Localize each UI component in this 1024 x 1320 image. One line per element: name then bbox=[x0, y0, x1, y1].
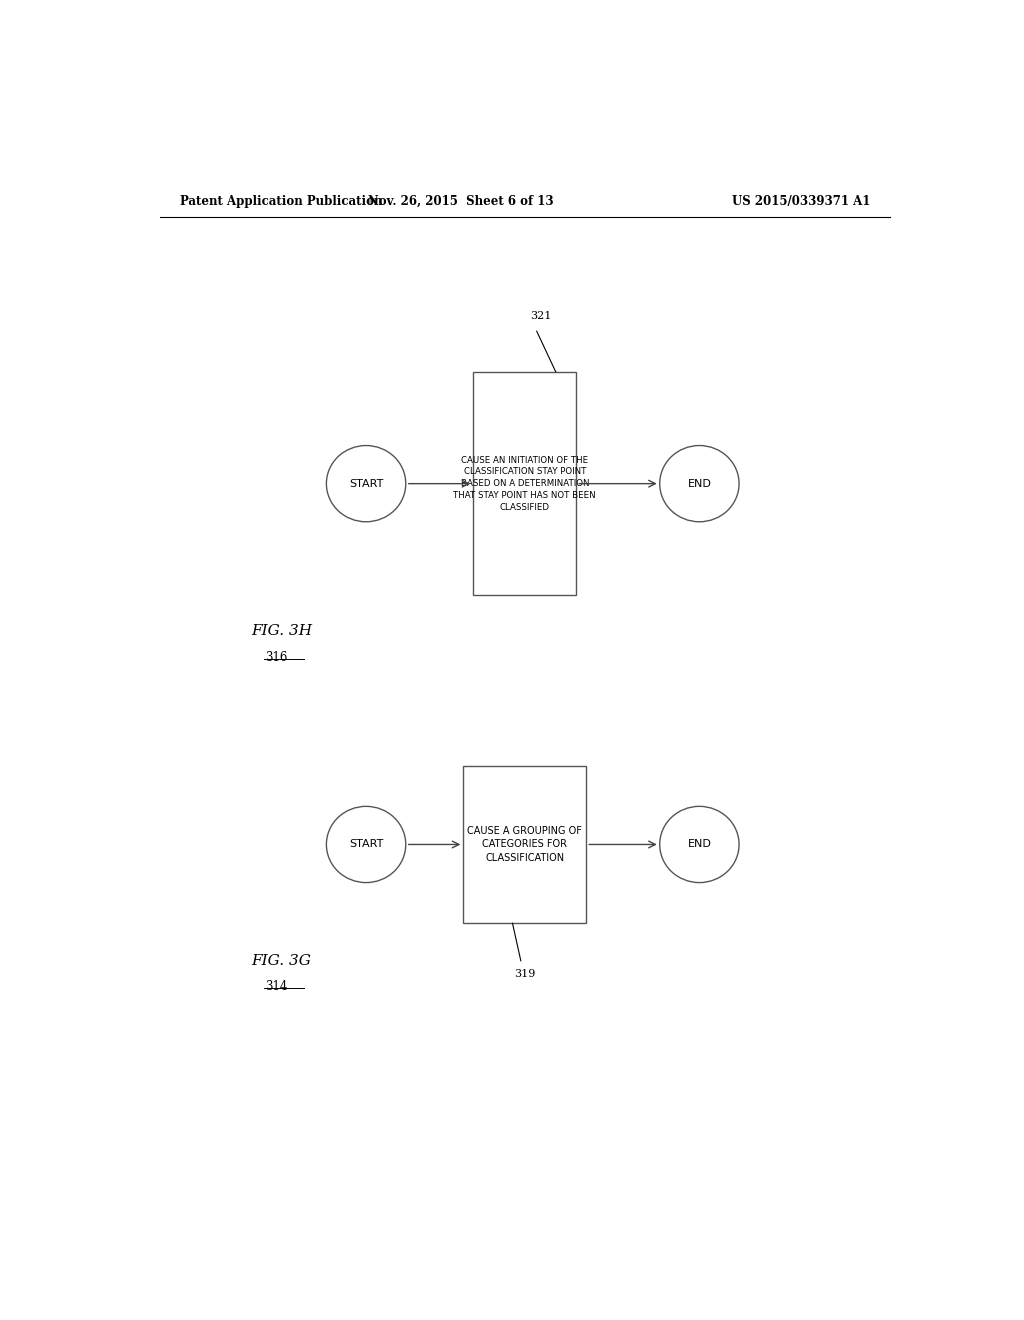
Text: Nov. 26, 2015  Sheet 6 of 13: Nov. 26, 2015 Sheet 6 of 13 bbox=[369, 194, 554, 207]
Text: US 2015/0339371 A1: US 2015/0339371 A1 bbox=[731, 194, 870, 207]
Text: 316: 316 bbox=[265, 651, 288, 664]
Text: START: START bbox=[349, 479, 383, 488]
Text: FIG. 3G: FIG. 3G bbox=[251, 954, 311, 969]
Text: 321: 321 bbox=[530, 312, 551, 321]
Bar bbox=[473, 372, 577, 595]
Text: END: END bbox=[687, 840, 712, 850]
Text: 314: 314 bbox=[265, 979, 288, 993]
Text: CAUSE A GROUPING OF
CATEGORIES FOR
CLASSIFICATION: CAUSE A GROUPING OF CATEGORIES FOR CLASS… bbox=[467, 826, 583, 863]
Text: END: END bbox=[687, 479, 712, 488]
Text: Patent Application Publication: Patent Application Publication bbox=[179, 194, 382, 207]
Text: 319: 319 bbox=[514, 969, 536, 979]
Text: START: START bbox=[349, 840, 383, 850]
Bar bbox=[463, 766, 587, 923]
Text: FIG. 3H: FIG. 3H bbox=[251, 624, 312, 638]
Text: CAUSE AN INITIATION OF THE
CLASSIFICATION STAY POINT
BASED ON A DETERMINATION
TH: CAUSE AN INITIATION OF THE CLASSIFICATIO… bbox=[454, 455, 596, 512]
